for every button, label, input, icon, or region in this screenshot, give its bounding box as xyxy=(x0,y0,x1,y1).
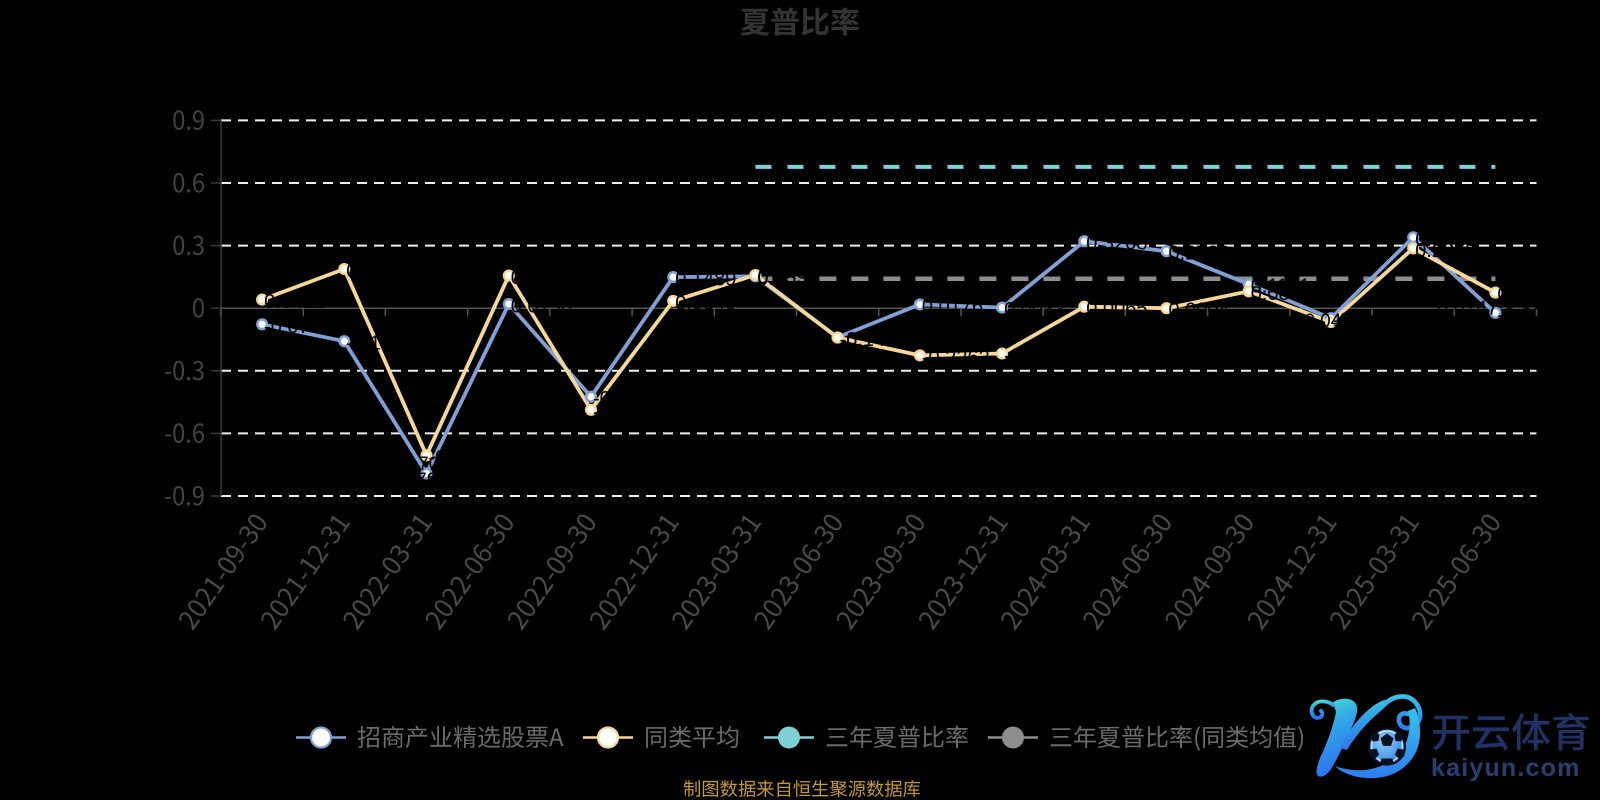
svg-text:0.0349: 0.0349 xyxy=(675,292,736,314)
svg-text:-0.1581: -0.1581 xyxy=(346,333,414,355)
svg-text:-0.0478: -0.0478 xyxy=(1298,311,1362,332)
svg-text:0.1883: 0.1883 xyxy=(346,261,407,283)
svg-text:0.2733: 0.2733 xyxy=(1169,243,1230,265)
svg-text:-0.1400: -0.1400 xyxy=(840,329,908,351)
svg-text:0.0412: 0.0412 xyxy=(264,291,325,313)
svg-text:0.0747: 0.0747 xyxy=(1497,284,1558,306)
svg-text:0.1151: 0.1151 xyxy=(1251,276,1311,298)
svg-text:0.1591: 0.1591 xyxy=(757,267,818,289)
svg-text:0.0747: 0.0747 xyxy=(1437,298,1498,320)
svg-text:0.0198: 0.0198 xyxy=(511,296,572,318)
svg-text:-0.2171: -0.2171 xyxy=(1004,345,1072,367)
svg-text:-0.2262: -0.2262 xyxy=(922,347,990,369)
svg-text:0.0176: 0.0176 xyxy=(922,296,983,318)
svg-text:0.0033: 0.0033 xyxy=(1004,299,1065,321)
svg-text:-0.0220: -0.0220 xyxy=(1497,304,1565,326)
svg-text:-0.7046: -0.7046 xyxy=(429,447,497,469)
svg-text:0.0065: 0.0065 xyxy=(1086,298,1147,320)
svg-text:0.1564: 0.1564 xyxy=(511,267,572,289)
svg-text:0.2873: 0.2873 xyxy=(1415,240,1476,262)
svg-text:-0.7046: -0.7046 xyxy=(396,454,460,475)
svg-text:-0.7919: -0.7919 xyxy=(429,465,497,487)
svg-text:-0.1410: -0.1410 xyxy=(840,329,908,351)
svg-text:kaiyun.com: kaiyun.com xyxy=(1431,754,1581,782)
svg-text:0.3400: 0.3400 xyxy=(1415,229,1476,251)
svg-text:0.0812: 0.0812 xyxy=(1251,283,1312,305)
svg-text:0.0004: 0.0004 xyxy=(1169,300,1230,322)
svg-text:-0.4873: -0.4873 xyxy=(593,401,661,423)
svg-text:-0.0478: -0.0478 xyxy=(1333,310,1401,332)
svg-text:0.1530: 0.1530 xyxy=(757,268,818,290)
svg-text:-0.0659: -0.0659 xyxy=(1333,314,1401,336)
svg-text:0.1489: 0.1489 xyxy=(675,269,736,291)
svg-text:0.3208: 0.3208 xyxy=(1086,233,1147,255)
svg-text:-0.0772: -0.0772 xyxy=(264,316,332,338)
svg-text:-0.4240: -0.4240 xyxy=(593,388,661,410)
svg-text:-0.7919: -0.7919 xyxy=(394,470,458,491)
